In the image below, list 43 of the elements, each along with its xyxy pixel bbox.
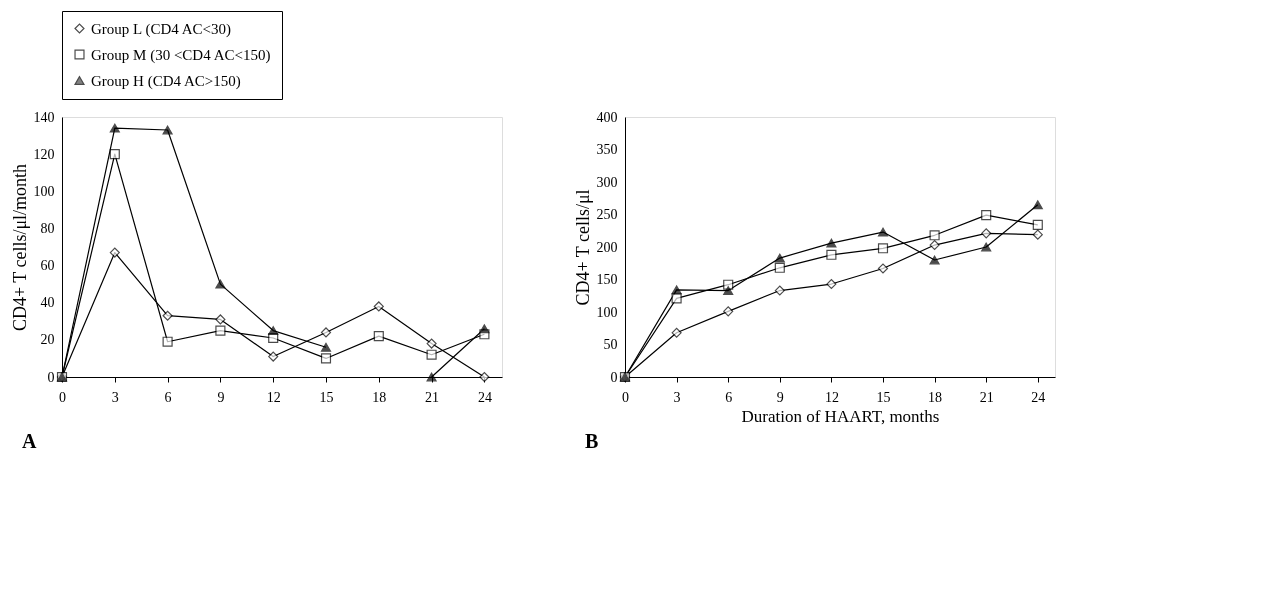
y-tick-label: 120 — [33, 146, 55, 162]
y-tick-label: 0 — [47, 369, 55, 385]
y-tick-label: 350 — [596, 142, 618, 157]
x-tick-label: 15 — [319, 389, 334, 405]
y-tick-label: 20 — [40, 332, 55, 348]
y-tick-label: 100 — [33, 183, 55, 199]
y-tick-label: 60 — [40, 258, 55, 274]
y-axis-title: CD4+ T cells/μl — [572, 189, 593, 306]
y-axis-title: CD4+ T cells/μl/month — [9, 163, 30, 332]
y-tick-label: 200 — [596, 239, 618, 255]
y-tick-label: 100 — [596, 304, 618, 320]
x-tick-label: 3 — [111, 389, 119, 405]
y-tick-label: 150 — [596, 272, 618, 287]
x-tick-label: 9 — [776, 389, 784, 405]
legend-label: Group M (30 <CD4 AC<150) — [91, 46, 271, 64]
x-tick-label: 12 — [266, 389, 281, 405]
x-tick-label: 18 — [372, 389, 387, 405]
x-tick-label: 15 — [876, 389, 891, 405]
x-tick-label: 9 — [217, 389, 225, 405]
x-tick-label: 24 — [477, 389, 492, 405]
x-tick-label: 0 — [59, 389, 66, 405]
y-tick-label: 300 — [596, 174, 618, 190]
y-tick-label: 80 — [40, 220, 55, 236]
text: A — [22, 430, 37, 452]
x-axis-title: Duration of HAART, months — [741, 406, 940, 426]
y-tick-label: 50 — [603, 337, 618, 352]
x-tick-label: 3 — [673, 389, 681, 405]
x-tick-label: 0 — [622, 389, 629, 405]
x-tick-label: 12 — [824, 389, 839, 405]
x-tick-label: 21 — [425, 389, 440, 405]
x-tick-label: 24 — [1031, 389, 1046, 405]
x-tick-label: 6 — [164, 389, 172, 405]
legend-label: Group L (CD4 AC<30) — [91, 20, 231, 38]
x-tick-label: 6 — [725, 389, 733, 405]
y-tick-label: 250 — [596, 207, 618, 222]
legend-label: Group H (CD4 AC>150) — [91, 72, 241, 90]
y-tick-label: 0 — [610, 369, 618, 385]
x-tick-label: 21 — [979, 389, 994, 405]
y-tick-label: 140 — [33, 109, 55, 125]
y-tick-label: 40 — [40, 295, 55, 311]
x-tick-label: 18 — [928, 389, 943, 405]
text: B — [585, 430, 599, 452]
y-tick-label: 400 — [596, 109, 618, 125]
